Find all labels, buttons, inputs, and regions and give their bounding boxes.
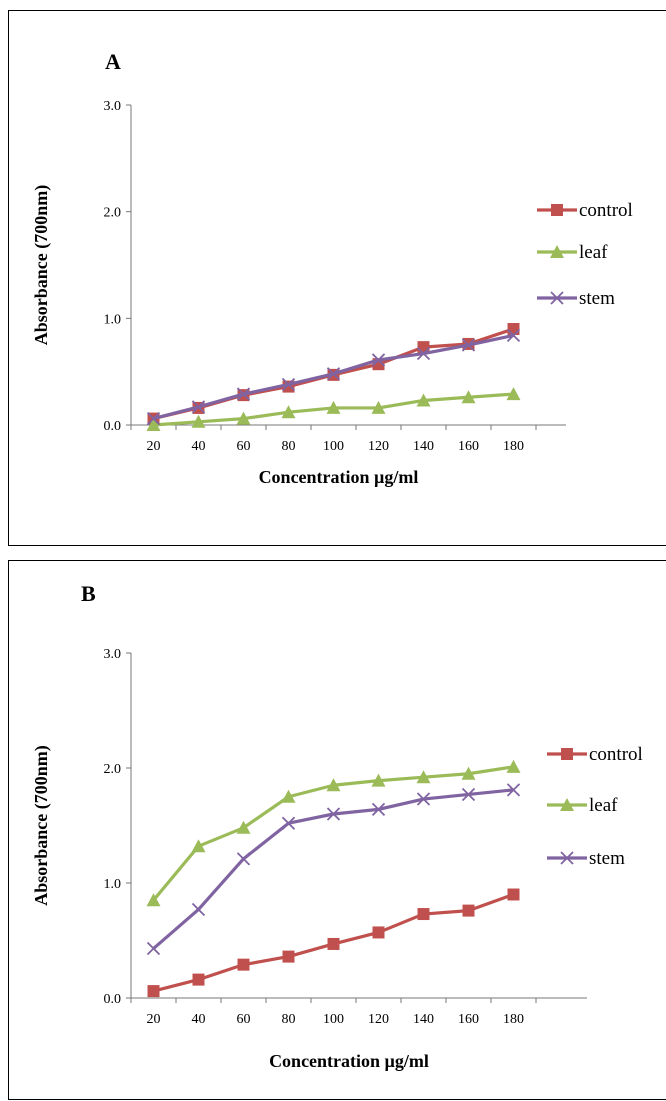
legend-label-control: control	[579, 200, 633, 221]
data-point-control	[327, 937, 340, 950]
data-point-stem	[416, 346, 431, 361]
data-point-leaf	[416, 393, 431, 407]
series-control	[147, 888, 520, 998]
y-tick-label: 3.0	[104, 647, 122, 662]
data-point-control	[192, 973, 205, 986]
chart-a-svg: 0.0 1.0 2.0 3.0 20 40 60 80 100 120 140 160 180 Conce…	[31, 99, 633, 487]
data-point-stem	[506, 328, 521, 343]
data-point-leaf	[371, 400, 386, 414]
x-axis-title: Concentration µg/ml	[269, 1051, 429, 1071]
data-point-leaf	[281, 789, 296, 803]
y-tick-label: 2.0	[104, 762, 122, 777]
data-point-stem	[371, 353, 386, 367]
data-point-leaf	[506, 759, 521, 773]
x-tick-label: 100	[323, 439, 344, 454]
series-leaf	[146, 387, 521, 431]
data-point-control	[282, 950, 295, 963]
x-tick-label: 140	[413, 1012, 434, 1027]
data-point-leaf	[146, 893, 161, 907]
legend-marker-control	[551, 204, 563, 216]
legend-marker-stem	[560, 851, 574, 865]
data-point-leaf	[191, 839, 206, 853]
y-tick-label: 1.0	[104, 312, 122, 327]
x-tick-label: 100	[323, 1012, 344, 1027]
data-point-stem	[146, 411, 161, 426]
data-point-control	[507, 888, 520, 901]
x-tick-label: 180	[503, 1012, 524, 1027]
x-axis-title: Concentration µg/ml	[259, 467, 419, 487]
y-axis-title: Absorbance (700nm)	[31, 745, 52, 906]
panel-label-a: A	[105, 49, 121, 74]
series-stem	[146, 328, 521, 426]
data-point-leaf	[461, 390, 476, 404]
legend-marker-stem	[550, 291, 564, 305]
data-point-leaf	[236, 411, 251, 425]
data-point-stem	[146, 941, 161, 956]
x-tick-label: 40	[192, 1012, 206, 1027]
data-point-stem	[191, 902, 206, 917]
x-tick-label: 160	[458, 1012, 479, 1027]
chart-panel-a: A 0.0 1.0 2.0 3.0 20 40 60 80 100 120 140 160 180 Con…	[8, 10, 666, 546]
data-point-stem	[461, 787, 476, 802]
legend-label-leaf: leaf	[579, 242, 608, 263]
data-point-leaf	[236, 820, 251, 834]
panel-label-b: B	[81, 581, 96, 606]
y-axis-title: Absorbance (700nm)	[31, 185, 52, 346]
data-point-stem	[371, 802, 386, 817]
data-point-control	[462, 904, 475, 917]
data-point-stem	[326, 367, 341, 381]
data-point-leaf	[281, 405, 296, 419]
x-tick-label: 160	[458, 439, 479, 454]
x-tick-label: 20	[147, 439, 161, 454]
legend-marker-control	[561, 748, 573, 760]
x-tick-label: 120	[368, 1012, 389, 1027]
data-point-leaf	[191, 414, 206, 428]
data-point-leaf	[326, 778, 341, 792]
data-point-stem	[191, 400, 206, 414]
data-point-stem	[281, 816, 296, 830]
x-tick-label: 120	[368, 439, 389, 454]
data-point-control	[372, 926, 385, 939]
legend-label-stem: stem	[579, 288, 615, 309]
x-tick-label: 20	[147, 1012, 161, 1027]
series-leaf	[146, 759, 521, 907]
data-point-stem	[416, 792, 431, 806]
data-point-stem	[461, 338, 476, 352]
data-point-control	[507, 323, 520, 335]
data-point-control	[417, 908, 430, 921]
legend-marker-leaf	[550, 245, 564, 258]
data-point-stem	[506, 783, 521, 797]
x-tick-label: 60	[237, 439, 251, 454]
legend-label-stem: stem	[589, 848, 625, 869]
data-point-leaf	[461, 766, 476, 780]
y-tick-label: 3.0	[104, 99, 122, 114]
data-point-leaf	[416, 770, 431, 784]
data-point-leaf	[326, 400, 341, 414]
legend-label-control: control	[589, 744, 643, 765]
data-point-stem	[236, 387, 251, 401]
series-stem	[146, 783, 521, 956]
x-tick-label: 60	[237, 1012, 251, 1027]
legend-label-leaf: leaf	[589, 795, 618, 816]
y-tick-label: 0.0	[104, 992, 122, 1007]
x-tick-label: 140	[413, 439, 434, 454]
data-point-stem	[326, 807, 341, 821]
y-tick-label: 0.0	[104, 419, 122, 434]
data-point-control	[147, 985, 160, 998]
data-point-leaf	[146, 418, 161, 431]
data-point-stem	[281, 377, 296, 392]
data-point-stem	[236, 852, 251, 866]
legend-marker-leaf	[560, 798, 574, 811]
chart-b-svg: 0.0 1.0 2.0 3.0 20 40 60 80 100 120 140 160 180 Conce…	[31, 647, 643, 1071]
x-tick-label: 80	[282, 1012, 296, 1027]
x-tick-label: 180	[503, 439, 524, 454]
x-tick-label: 80	[282, 439, 296, 454]
data-point-leaf	[506, 387, 521, 401]
data-point-control	[237, 958, 250, 971]
y-tick-label: 2.0	[104, 206, 122, 221]
chart-panel-b: B 0.0 1.0 2.0 3.0 20 40 60 80 100 120 140 160 180 Con…	[8, 560, 666, 1100]
data-point-leaf	[371, 773, 386, 787]
y-tick-label: 1.0	[104, 877, 122, 892]
x-tick-label: 40	[192, 439, 206, 454]
